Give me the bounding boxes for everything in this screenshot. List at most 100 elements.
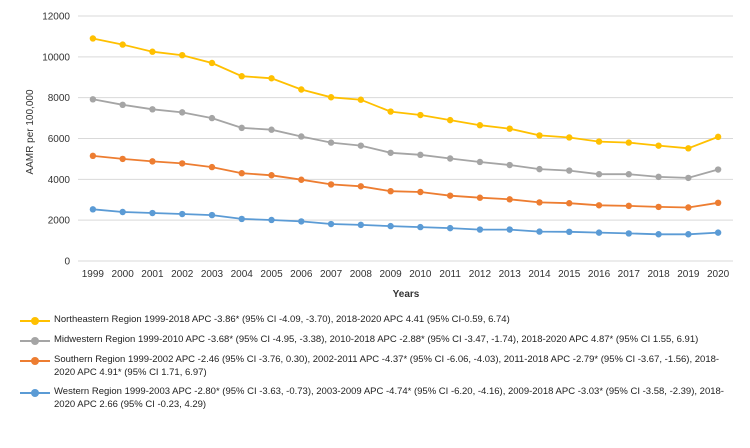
data-point xyxy=(595,138,603,145)
data-point xyxy=(268,216,275,224)
data-point xyxy=(566,167,573,174)
y-axis-title: AAMR per 100,000 xyxy=(25,89,36,174)
legend-item-southern: Southern Region 1999-2002 APC -2.46 (95%… xyxy=(20,354,740,379)
data-point xyxy=(655,142,662,149)
series-lines xyxy=(89,35,722,238)
series-southern xyxy=(89,152,722,211)
data-point xyxy=(357,96,365,103)
data-point xyxy=(387,108,394,115)
data-point xyxy=(387,222,394,230)
data-point xyxy=(625,139,632,146)
data-point xyxy=(179,160,186,167)
data-point xyxy=(446,155,454,162)
data-point xyxy=(417,151,424,159)
data-point xyxy=(506,125,513,132)
data-point xyxy=(89,152,97,160)
data-point xyxy=(625,230,632,237)
data-point xyxy=(625,202,632,210)
data-point xyxy=(506,161,513,169)
data-point xyxy=(149,158,156,165)
legend-marker-icon xyxy=(20,355,54,367)
data-point xyxy=(655,203,662,211)
legend: Northeastern Region 1999-2018 APC -3.86*… xyxy=(20,314,740,418)
x-tick-label: 2006 xyxy=(290,269,313,280)
series-line xyxy=(92,155,719,209)
x-tick-label: 2002 xyxy=(171,269,194,280)
data-point xyxy=(119,101,126,109)
data-point xyxy=(149,48,156,55)
x-tick-label: 1999 xyxy=(82,269,105,280)
x-tick-label: 2018 xyxy=(647,269,670,280)
legend-item-western: Western Region 1999-2003 APC -2.80* (95%… xyxy=(20,386,740,411)
x-tick-label: 2004 xyxy=(231,269,254,280)
x-tick-label: 2013 xyxy=(499,269,522,280)
legend-item-northeastern: Northeastern Region 1999-2018 APC -3.86*… xyxy=(20,314,740,327)
data-point xyxy=(208,114,216,122)
data-point xyxy=(298,218,305,225)
gridlines xyxy=(78,15,733,262)
legend-item-midwestern: Midwestern Region 1999-2010 APC -3.68* (… xyxy=(20,334,740,347)
series-line xyxy=(92,208,719,236)
data-point xyxy=(387,187,394,195)
data-point xyxy=(238,215,245,223)
data-point xyxy=(476,158,484,166)
x-tick-label: 2012 xyxy=(469,269,492,280)
line-chart: 0 2000 4000 6000 8000 10000 12000 1999 2000 2001… xyxy=(25,12,733,300)
y-tick-label: 6000 xyxy=(48,134,71,145)
data-point xyxy=(327,181,335,188)
y-tick-label: 8000 xyxy=(48,93,71,104)
data-point xyxy=(357,183,365,190)
x-tick-label: 2019 xyxy=(677,269,700,280)
data-point xyxy=(208,163,216,171)
y-tick-label: 2000 xyxy=(48,216,71,227)
data-point xyxy=(714,133,722,141)
data-point xyxy=(446,192,454,199)
data-point xyxy=(268,172,275,179)
data-point xyxy=(714,229,722,236)
data-point xyxy=(536,199,543,206)
data-point xyxy=(595,171,603,178)
data-point xyxy=(685,204,692,211)
data-point xyxy=(268,75,275,82)
data-point xyxy=(506,196,513,203)
legend-marker-icon xyxy=(20,387,54,399)
data-point xyxy=(417,111,424,119)
x-tick-label: 2009 xyxy=(379,269,402,280)
data-point xyxy=(238,73,245,80)
y-tick-label: 0 xyxy=(64,257,70,268)
data-point xyxy=(89,35,97,42)
legend-text: Western Region 1999-2003 APC -2.80* (95%… xyxy=(54,386,724,410)
series-northeastern xyxy=(89,35,722,152)
series-western xyxy=(89,206,722,238)
series-line xyxy=(92,37,719,150)
data-point xyxy=(714,166,722,173)
x-tick-label: 2017 xyxy=(618,269,641,280)
data-point xyxy=(566,228,573,236)
data-point xyxy=(298,86,305,93)
data-point xyxy=(536,165,543,173)
data-point xyxy=(595,229,603,236)
y-tick-label: 12000 xyxy=(42,12,70,23)
data-point xyxy=(327,94,335,101)
legend-text: Northeastern Region 1999-2018 APC -3.86*… xyxy=(54,314,510,325)
data-point xyxy=(238,124,245,132)
data-point xyxy=(566,134,573,141)
series-line xyxy=(92,98,719,179)
data-point xyxy=(238,170,245,177)
data-point xyxy=(208,59,216,67)
data-point xyxy=(536,132,543,139)
x-tick-label: 2007 xyxy=(320,269,343,280)
data-point xyxy=(149,106,156,113)
data-point xyxy=(506,226,513,233)
x-tick-label: 2001 xyxy=(141,269,164,280)
data-point xyxy=(625,171,632,178)
x-tick-label: 2020 xyxy=(707,269,730,280)
y-tick-label: 4000 xyxy=(48,175,71,186)
data-point xyxy=(119,155,126,163)
data-point xyxy=(119,208,126,216)
data-point xyxy=(119,41,126,48)
data-point xyxy=(655,231,662,238)
x-axis-title: Years xyxy=(393,289,420,300)
data-point xyxy=(149,209,156,217)
data-point xyxy=(357,142,365,149)
